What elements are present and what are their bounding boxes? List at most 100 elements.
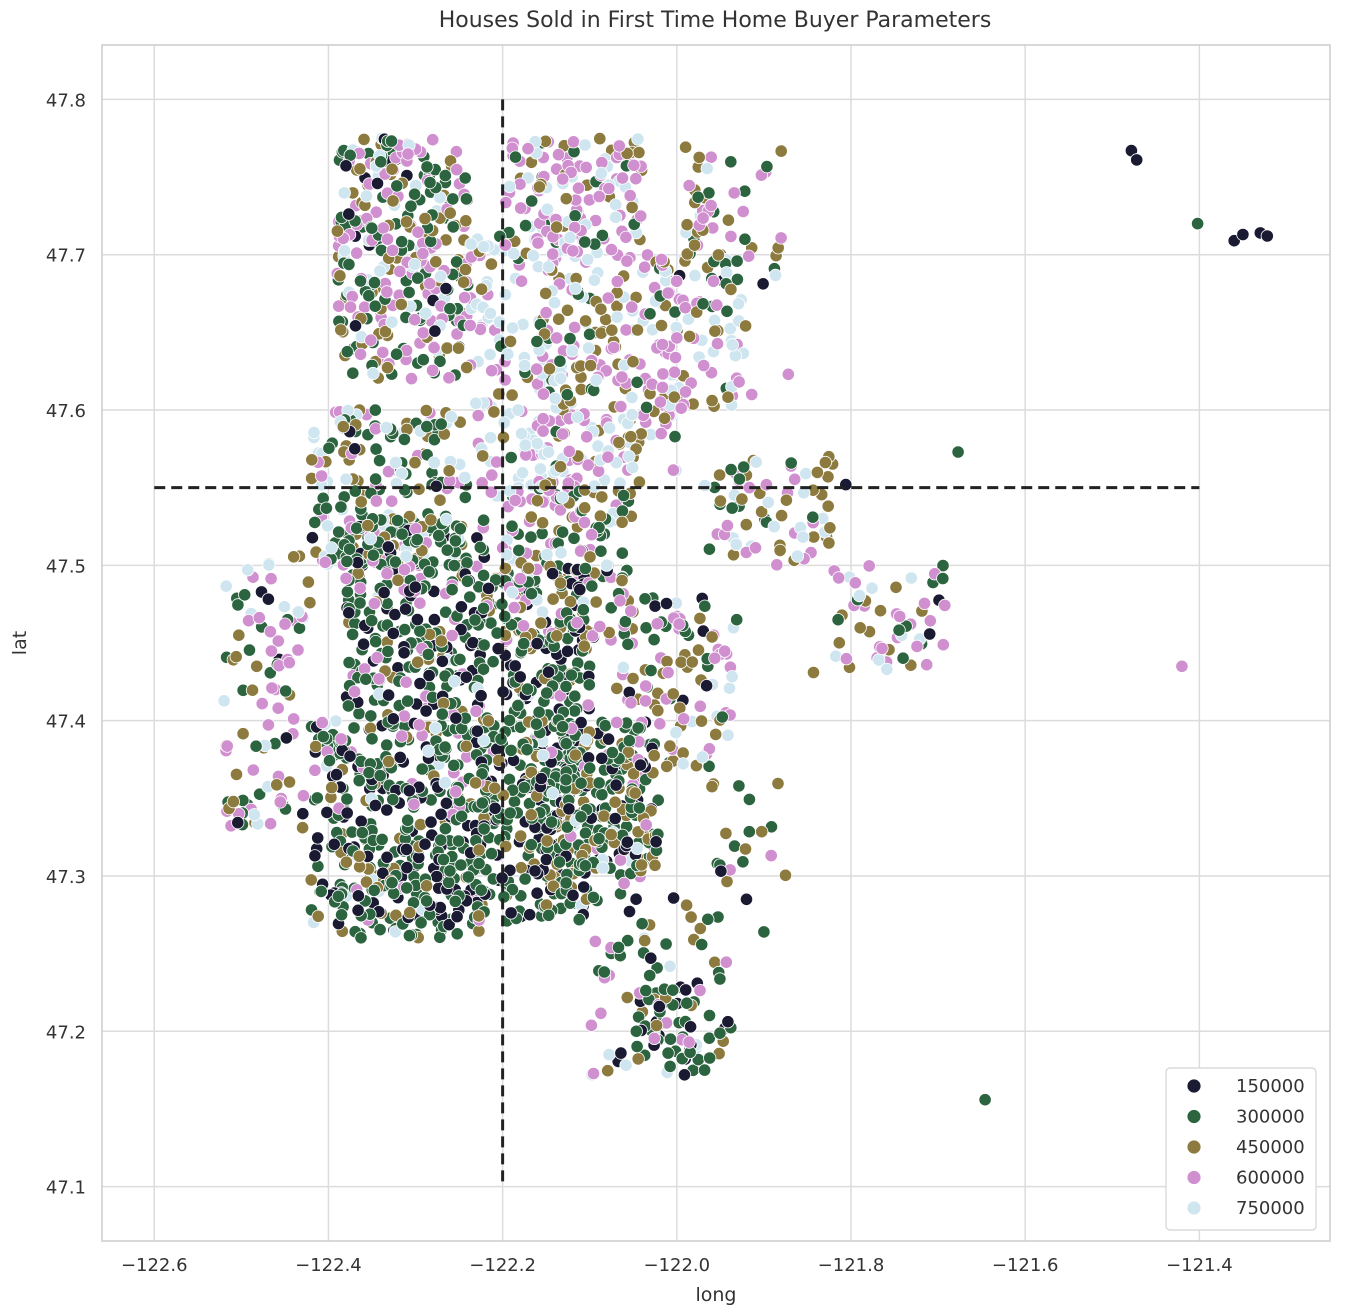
data-point <box>598 719 612 733</box>
data-point <box>388 555 403 569</box>
data-point <box>403 906 417 920</box>
data-point <box>893 609 907 624</box>
data-point <box>705 630 719 644</box>
data-point <box>397 563 411 577</box>
data-point <box>513 670 527 684</box>
data-point <box>336 419 350 434</box>
data-point <box>365 614 379 628</box>
data-point <box>667 365 682 379</box>
data-point <box>719 266 734 280</box>
data-point <box>688 268 702 283</box>
data-point <box>711 248 726 262</box>
data-point <box>560 388 574 402</box>
data-point <box>380 232 395 246</box>
data-point <box>412 482 426 496</box>
data-point <box>449 255 464 269</box>
x-axis-ticks: −122.6 −122.4 −122.2 −122.0 −121.8 −121.6 −121… <box>121 1255 1233 1276</box>
data-point <box>339 472 353 486</box>
data-point <box>514 274 529 288</box>
data-point <box>368 798 382 813</box>
data-point <box>484 257 498 271</box>
data-point <box>520 743 534 757</box>
data-point <box>340 806 354 820</box>
data-point <box>757 925 771 939</box>
data-point <box>376 345 390 359</box>
legend-label: 150000 <box>1236 1076 1305 1097</box>
data-point <box>295 821 310 835</box>
data-point <box>380 285 394 299</box>
data-point <box>427 433 441 447</box>
data-point <box>573 544 588 558</box>
data-point <box>685 655 699 669</box>
data-point <box>632 801 646 815</box>
data-point <box>459 739 473 753</box>
data-point <box>282 775 297 789</box>
data-point <box>593 132 607 146</box>
data-point <box>469 396 483 410</box>
data-point <box>577 639 591 653</box>
data-point <box>414 916 428 930</box>
data-point <box>651 793 665 807</box>
data-point <box>715 710 729 724</box>
data-point <box>528 864 542 878</box>
data-point <box>546 786 560 801</box>
data-point <box>473 540 487 554</box>
data-point <box>498 609 512 624</box>
data-point <box>668 429 682 444</box>
data-point <box>433 354 447 368</box>
data-point <box>352 773 366 788</box>
data-point <box>505 388 519 402</box>
data-point <box>469 704 483 718</box>
data-point <box>823 521 837 535</box>
data-point <box>577 880 591 894</box>
data-point <box>446 192 460 206</box>
data-point <box>505 321 520 335</box>
data-point <box>413 624 427 638</box>
data-point <box>536 748 550 763</box>
data-point <box>896 651 910 665</box>
data-point <box>578 859 592 873</box>
data-point <box>582 678 596 692</box>
data-point <box>418 212 432 226</box>
data-point <box>640 248 655 262</box>
data-point <box>608 210 623 224</box>
data-point <box>457 290 472 305</box>
data-point <box>320 519 335 533</box>
legend-label: 300000 <box>1236 1107 1305 1128</box>
data-point <box>562 444 576 458</box>
data-point <box>385 494 399 508</box>
data-point <box>774 144 788 158</box>
legend-marker <box>1186 1139 1202 1155</box>
data-point <box>541 665 556 679</box>
data-point <box>573 582 587 597</box>
data-point <box>252 611 266 625</box>
data-point <box>779 493 794 507</box>
data-point <box>663 959 677 973</box>
data-point <box>369 494 383 508</box>
data-point <box>419 879 434 893</box>
data-point <box>584 1018 599 1032</box>
data-point <box>653 395 668 409</box>
data-point <box>307 425 321 440</box>
legend-box <box>1165 1067 1317 1231</box>
data-point <box>466 636 480 650</box>
data-point <box>839 652 854 666</box>
data-point <box>526 249 541 263</box>
data-point <box>407 797 421 811</box>
data-point <box>669 725 683 740</box>
data-point <box>938 598 952 613</box>
data-point <box>568 689 582 703</box>
data-point <box>463 590 477 604</box>
data-point <box>666 983 680 997</box>
data-point <box>407 187 422 201</box>
data-point <box>581 698 595 712</box>
data-point <box>620 990 634 1005</box>
data-point <box>608 795 622 809</box>
data-point <box>393 264 407 278</box>
data-point <box>625 300 639 314</box>
data-point <box>644 663 658 678</box>
data-point <box>936 558 950 573</box>
data-point <box>219 579 233 593</box>
data-point <box>513 571 527 586</box>
